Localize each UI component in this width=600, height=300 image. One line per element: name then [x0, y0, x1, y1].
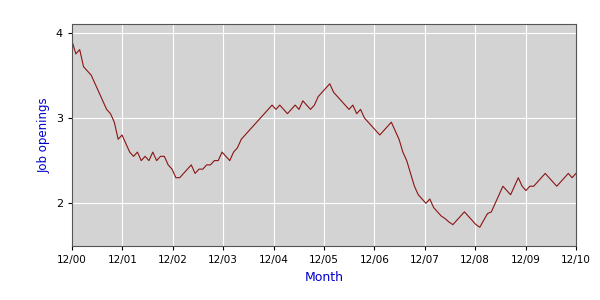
Y-axis label: Job openings: Job openings [37, 97, 50, 173]
X-axis label: Month: Month [305, 271, 343, 284]
